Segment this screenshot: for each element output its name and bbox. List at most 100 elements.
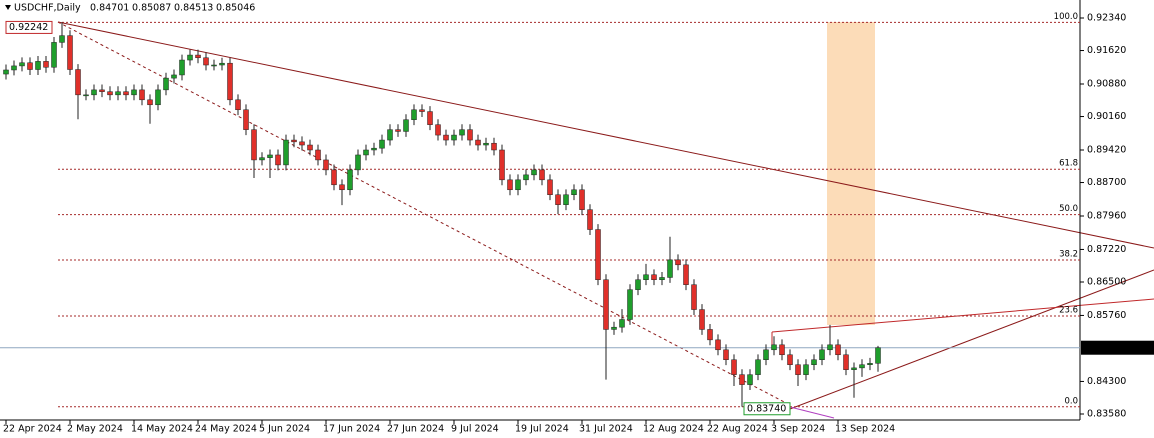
- candle-body: [83, 94, 89, 97]
- candle-body: [731, 359, 737, 375]
- candle-body: [531, 169, 537, 176]
- candle-body: [659, 277, 665, 280]
- candle-body: [211, 64, 217, 67]
- candle-body: [427, 111, 433, 125]
- y-tick-label: 0.85760: [1087, 310, 1126, 321]
- candle-body: [651, 274, 657, 280]
- candle-body: [699, 309, 705, 330]
- price-label: 0.92242: [9, 22, 48, 33]
- trend-line: [789, 269, 1154, 410]
- candle-body: [59, 35, 65, 43]
- ohlc-low: 0.84513: [174, 3, 213, 14]
- candle-body: [859, 364, 865, 369]
- candle-body: [875, 347, 881, 364]
- candle-body: [851, 367, 857, 370]
- candle-body: [75, 69, 81, 96]
- fib-label: 23.6: [1059, 306, 1078, 316]
- candle-body: [227, 62, 233, 101]
- candle-body: [491, 142, 497, 151]
- ohlc-high: 0.85087: [132, 3, 171, 14]
- candle-body: [739, 374, 745, 385]
- x-tick-label: 12 Aug 2024: [643, 424, 704, 435]
- candle-body: [115, 91, 121, 96]
- candle-body: [219, 62, 225, 66]
- candle-body: [843, 354, 849, 370]
- x-tick-label: 14 May 2024: [131, 424, 193, 435]
- candle-body: [275, 154, 281, 166]
- candle-body: [803, 364, 809, 375]
- y-tick-label: 0.90880: [1087, 78, 1126, 89]
- candle-body: [819, 349, 825, 360]
- candle-body: [243, 109, 249, 130]
- candle-body: [147, 99, 153, 106]
- highlight-zone: [827, 22, 875, 325]
- y-tick-label: 0.88700: [1087, 177, 1126, 188]
- candle-body: [683, 264, 689, 285]
- candle-body: [771, 344, 777, 351]
- trend-line: [57, 21, 1154, 249]
- candle-body: [323, 159, 329, 171]
- candle-body: [643, 274, 649, 280]
- candle-body: [619, 319, 625, 328]
- candle-body: [379, 139, 385, 149]
- candle-body: [307, 144, 313, 151]
- candle-body: [755, 359, 761, 375]
- candle-body: [779, 344, 785, 356]
- candle-body: [571, 189, 577, 195]
- candle-body: [627, 289, 633, 320]
- candle-body: [315, 149, 321, 161]
- candle-body: [795, 364, 801, 375]
- candle-body: [635, 279, 641, 290]
- candle-body: [347, 169, 353, 191]
- candle-body: [811, 359, 817, 365]
- candle-body: [291, 139, 297, 143]
- candle-body: [467, 129, 473, 141]
- candle-body: [459, 129, 465, 136]
- candle-body: [475, 139, 481, 146]
- candle-body: [595, 229, 601, 280]
- candle-body: [139, 89, 145, 101]
- candle-body: [187, 54, 193, 61]
- fib-label: 0.0: [1064, 396, 1078, 406]
- candle-body: [667, 259, 673, 278]
- fib-label: 100.0: [1054, 12, 1078, 22]
- candle-body: [107, 91, 113, 96]
- fib-label: 61.8: [1059, 159, 1078, 169]
- candle-body: [691, 284, 697, 310]
- menu-arrow[interactable]: [5, 5, 11, 10]
- y-tick-label: 0.84300: [1087, 376, 1126, 387]
- y-tick-label: 0.87960: [1087, 210, 1126, 221]
- candle-body: [787, 354, 793, 365]
- candle-body: [579, 189, 585, 210]
- x-tick-label: 22 Aug 2024: [707, 424, 768, 435]
- candle-body: [67, 35, 73, 70]
- candle-body: [339, 184, 345, 191]
- candle-body: [747, 374, 753, 385]
- x-tick-label: 17 Jun 2024: [323, 424, 380, 435]
- y-tick-label: 0.90160: [1087, 111, 1126, 122]
- candle-body: [171, 74, 177, 79]
- candle-body: [395, 129, 401, 132]
- x-tick-label: 2 May 2024: [67, 424, 123, 435]
- candle-body: [43, 61, 49, 68]
- candle-body: [443, 134, 449, 141]
- candle-body: [155, 89, 161, 106]
- candle-body: [123, 91, 129, 96]
- current-price-box: [1081, 340, 1154, 355]
- candle-body: [283, 139, 289, 166]
- candle-body: [587, 209, 593, 230]
- candle-body: [507, 179, 513, 191]
- candle-body: [251, 129, 257, 161]
- candle-body: [763, 349, 769, 360]
- y-tick-label: 0.89420: [1087, 144, 1126, 155]
- candle-body: [51, 42, 57, 68]
- candle-body: [179, 59, 185, 76]
- candle-body: [195, 54, 201, 59]
- x-tick-label: 5 Jun 2024: [259, 424, 310, 435]
- price-label-box: [5, 20, 53, 34]
- candle-body: [99, 89, 105, 92]
- y-tick-label: 0.86500: [1087, 276, 1126, 287]
- candle-body: [403, 119, 409, 132]
- candle-body: [363, 149, 369, 156]
